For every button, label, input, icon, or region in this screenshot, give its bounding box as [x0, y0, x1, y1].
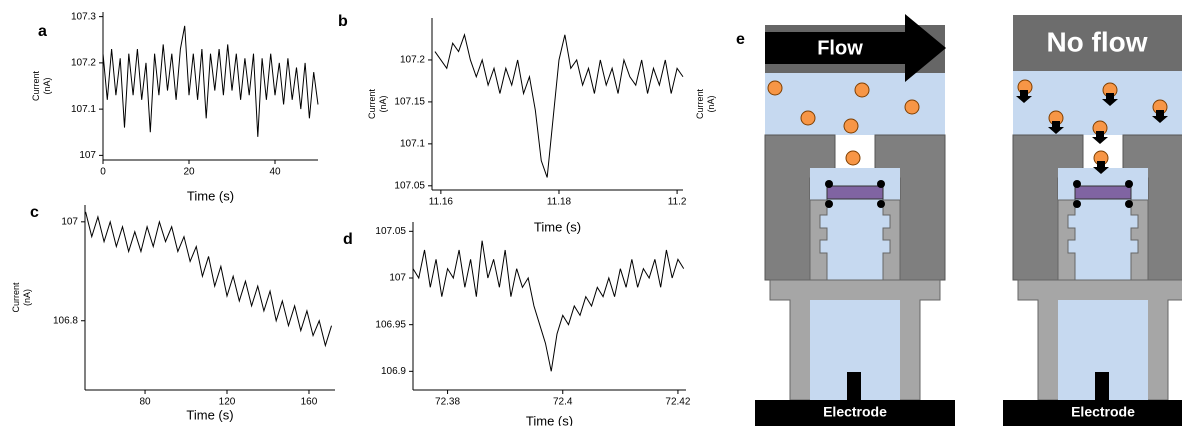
y-tick-label: 107 [389, 273, 406, 284]
x-axis-title: Time (s) [534, 219, 581, 234]
electrode-label: Electrode [1071, 404, 1135, 420]
particles [767, 80, 920, 166]
device-noflow [1002, 69, 1182, 426]
y-tick-label: 107 [61, 216, 78, 227]
y-axis-title: (nA) [706, 95, 716, 112]
x-tick-label: 20 [183, 167, 195, 178]
electrode-label: Electrode [823, 404, 887, 420]
y-axis-title: Current [11, 282, 21, 313]
flow-arrow [765, 14, 946, 82]
signal-trace [412, 240, 685, 372]
x-tick-label: 80 [139, 397, 151, 408]
signal-trace [434, 33, 684, 178]
y-axis-title: (nA) [42, 77, 52, 94]
x-tick-label: 72.42 [665, 397, 690, 408]
y-tick-label: 107 [79, 150, 96, 161]
x-tick-label: 72.38 [435, 397, 460, 408]
y-tick-label: 107.15 [394, 97, 425, 108]
x-axis-title: Time (s) [187, 188, 234, 203]
panel-label: d [343, 231, 353, 248]
panel-label: a [38, 23, 47, 40]
x-tick-label: 11.2 [668, 197, 687, 208]
y-tick-label: 106.8 [53, 315, 78, 326]
y-tick-label: 107.2 [400, 55, 425, 66]
x-axis-title: Time (s) [186, 407, 233, 422]
flow-title: Flow [817, 37, 863, 59]
header-bar [1013, 15, 1182, 71]
x-tick-label: 160 [301, 397, 318, 408]
panel-label: b [338, 13, 348, 30]
y-axis-title: Current [367, 88, 377, 119]
y-tick-label: 107.2 [71, 58, 96, 69]
y-tick-label: 106.95 [375, 319, 406, 330]
x-tick-label: 120 [219, 397, 236, 408]
panel-label: e [736, 31, 745, 48]
y-axis-title: Current [695, 88, 705, 119]
panel-label: c [30, 204, 39, 221]
x-tick-label: 72.4 [553, 397, 573, 408]
y-tick-label: 107.1 [400, 138, 425, 149]
signal-trace [85, 211, 332, 348]
x-axis-title: Time (s) [526, 413, 573, 426]
y-tick-label: 106.9 [381, 366, 406, 377]
particles-settling [1016, 79, 1168, 174]
y-tick-label: 107.05 [394, 180, 425, 191]
x-tick-label: 11.18 [547, 197, 572, 208]
y-axis-title: (nA) [22, 289, 32, 306]
y-tick-label: 107.3 [71, 11, 96, 22]
y-axis-title: Current [31, 70, 41, 101]
x-tick-label: 11.16 [429, 197, 454, 208]
y-axis-title: (nA) [378, 95, 388, 112]
x-tick-label: 40 [269, 167, 281, 178]
signal-trace [102, 25, 319, 137]
y-tick-label: 107.1 [71, 104, 96, 115]
y-tick-label: 107.05 [375, 226, 406, 237]
x-tick-label: 0 [100, 167, 106, 178]
noflow-title: No flow [1046, 26, 1147, 57]
